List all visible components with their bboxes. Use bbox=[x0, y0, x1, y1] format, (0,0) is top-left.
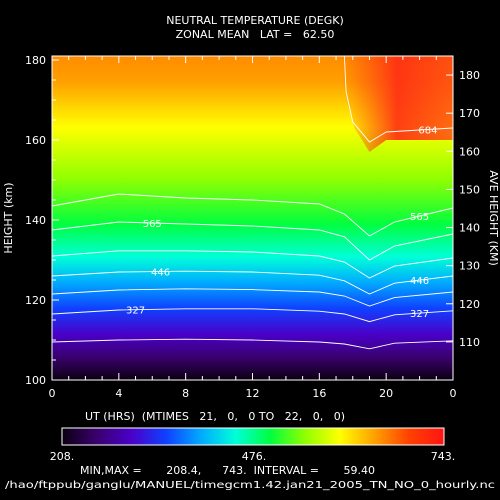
contour-group: 327 327 446 446 565 565 684 bbox=[52, 56, 453, 350]
x-tick-label: 4 bbox=[115, 387, 122, 400]
file-path: /hao/ftppub/ganglu/MANUEL/timegcm1.42.ja… bbox=[5, 480, 495, 491]
x-tick-label: 16 bbox=[312, 387, 326, 400]
y-axis-label: HEIGHT (km) bbox=[2, 182, 15, 253]
chart-subtitle: ZONAL MEAN LAT = 62.50 bbox=[176, 28, 335, 41]
y-axis: 100 120 140 160 180 bbox=[25, 54, 59, 387]
plot-area: 327 327 446 446 565 565 684 bbox=[52, 56, 453, 380]
contour-label: 565 bbox=[143, 219, 162, 230]
contour-line bbox=[52, 288, 453, 307]
y2-tick-label: 160 bbox=[459, 145, 480, 158]
x-axis: 0 4 8 12 16 20 0 bbox=[49, 56, 457, 400]
contour-label: 327 bbox=[126, 306, 145, 317]
contour-line bbox=[52, 308, 453, 323]
y-tick-label: 180 bbox=[25, 54, 46, 67]
contour-line bbox=[52, 250, 453, 279]
x-tick-label: 0 bbox=[450, 387, 457, 400]
x-tick-label: 12 bbox=[246, 387, 260, 400]
y2-tick-label: 120 bbox=[459, 298, 480, 311]
colorbar bbox=[61, 427, 445, 446]
x-tick-label: 20 bbox=[379, 387, 393, 400]
contour-line bbox=[52, 270, 453, 295]
contour-line bbox=[52, 193, 453, 237]
y-tick-label: 120 bbox=[25, 294, 46, 307]
y-tick-label: 160 bbox=[25, 134, 46, 147]
colorbar-mid-label: 476. bbox=[242, 450, 267, 463]
contour-label: 327 bbox=[410, 309, 429, 320]
y2-tick-label: 140 bbox=[459, 222, 480, 235]
y2-axis-label: AVE HEIGHT (KM) bbox=[487, 170, 500, 266]
contour-line bbox=[52, 338, 453, 350]
contour-line bbox=[343, 56, 453, 143]
y-tick-label: 100 bbox=[25, 374, 46, 387]
stats-line: MIN,MAX = 208.4, 743. INTERVAL = 59.40 bbox=[80, 464, 375, 477]
x-tick-label: 0 bbox=[49, 387, 56, 400]
y2-tick-label: 170 bbox=[459, 107, 480, 120]
contour-label: 565 bbox=[410, 212, 429, 223]
hot-region bbox=[341, 56, 453, 152]
x-tick-label: 8 bbox=[182, 387, 189, 400]
y2-tick-label: 130 bbox=[459, 260, 480, 273]
y2-axis: 110 120 130 140 150 160 170 180 bbox=[446, 69, 480, 349]
y2-tick-label: 150 bbox=[459, 183, 480, 196]
contour-label: 684 bbox=[418, 126, 437, 137]
colorbar-max-label: 743. bbox=[431, 450, 456, 463]
y-tick-label: 140 bbox=[25, 214, 46, 227]
y2-tick-label: 180 bbox=[459, 69, 480, 82]
contour-label: 446 bbox=[410, 276, 429, 287]
x-axis-label: UT (HRS) (MTIMES 21, 0, 0 TO 22, 0, 0) bbox=[85, 410, 345, 423]
colorbar-min-label: 208. bbox=[50, 450, 75, 463]
contour-line bbox=[52, 221, 453, 261]
y2-tick-label: 110 bbox=[459, 336, 480, 349]
chart-title: NEUTRAL TEMPERATURE (DEGK) bbox=[166, 14, 344, 27]
contour-label: 446 bbox=[151, 268, 170, 279]
